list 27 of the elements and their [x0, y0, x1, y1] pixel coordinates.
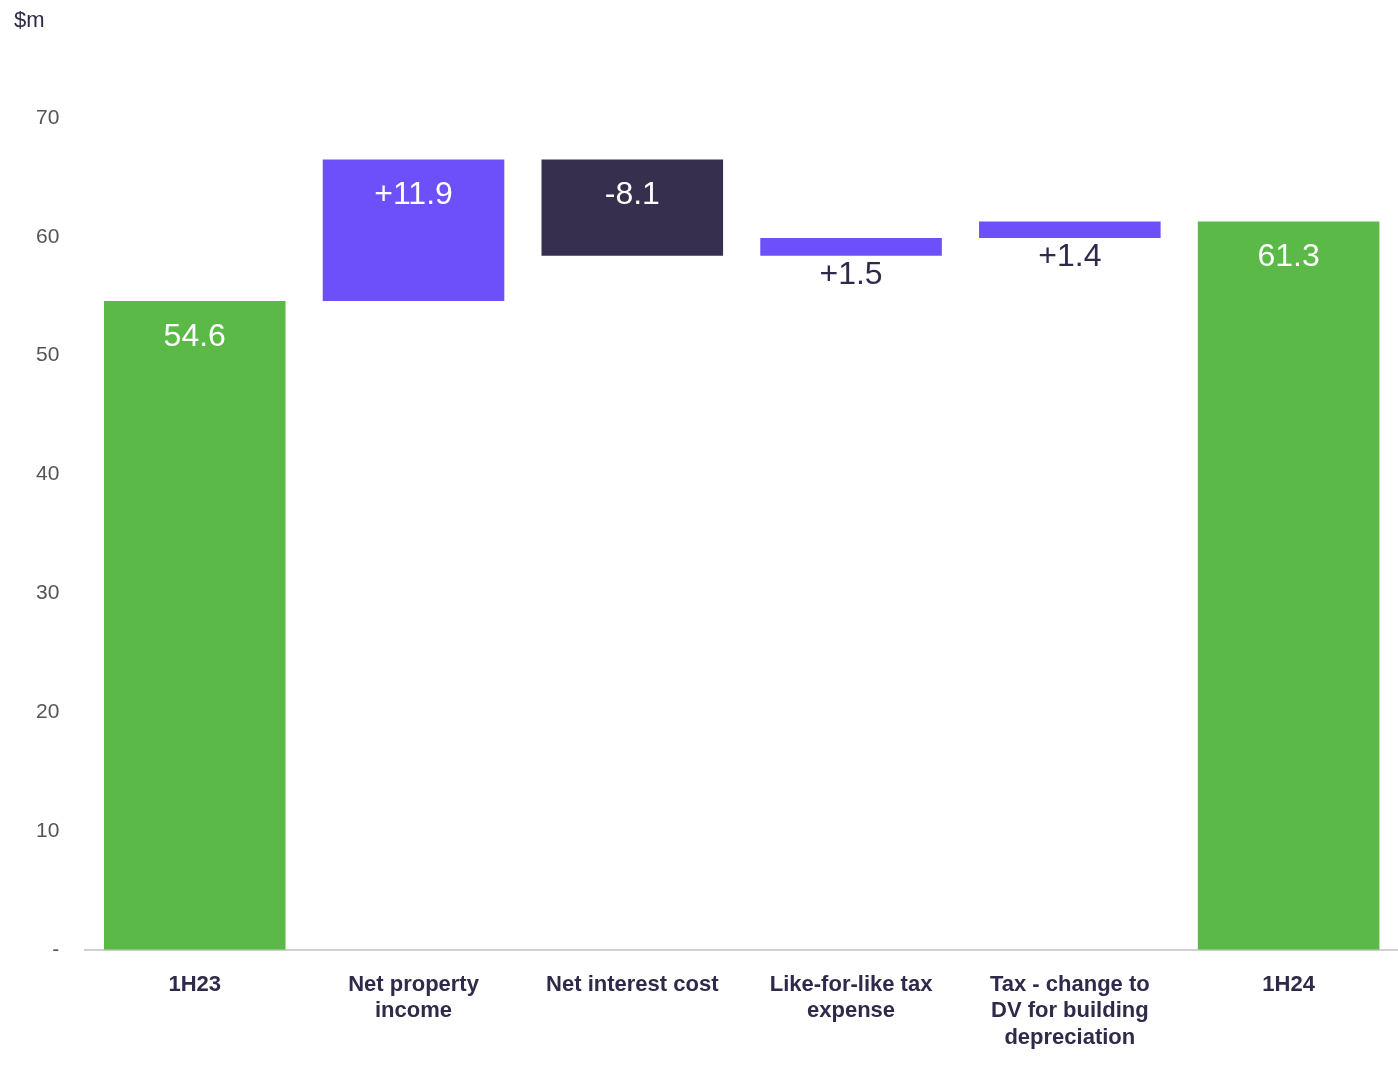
y-tick-label: 60 [36, 223, 60, 247]
bar [322, 159, 505, 301]
data-label: +11.9 [374, 175, 453, 212]
bar [979, 221, 1161, 239]
x-tick-label: 1H23 [168, 971, 222, 997]
y-tick-label: - [52, 936, 60, 960]
y-tick-label: 20 [36, 698, 60, 722]
data-label: 54.6 [163, 316, 226, 353]
x-tick-label: 1H24 [1262, 971, 1316, 997]
bar [760, 238, 942, 256]
data-label: 61.3 [1257, 237, 1320, 274]
y-tick-label: 10 [36, 817, 60, 841]
data-label: +1.4 [1038, 236, 1102, 273]
bar [103, 301, 286, 950]
bar [1197, 221, 1380, 950]
y-tick-label: 40 [36, 461, 60, 485]
x-tick-label: Net property income [348, 971, 480, 1023]
y-axis-title: $m [14, 7, 45, 33]
y-tick-label: 30 [36, 580, 60, 604]
y-tick-label: 70 [36, 104, 60, 128]
y-tick-label: 50 [36, 342, 60, 366]
bar [541, 159, 724, 256]
x-tick-label: Like-for-like tax expense [769, 971, 934, 1023]
x-tick-label: Net interest cost [546, 971, 720, 997]
data-label: +1.5 [819, 254, 883, 291]
x-tick-label: Tax - change to DV for building depreciation [989, 971, 1150, 1049]
data-label: -8.1 [604, 175, 660, 212]
